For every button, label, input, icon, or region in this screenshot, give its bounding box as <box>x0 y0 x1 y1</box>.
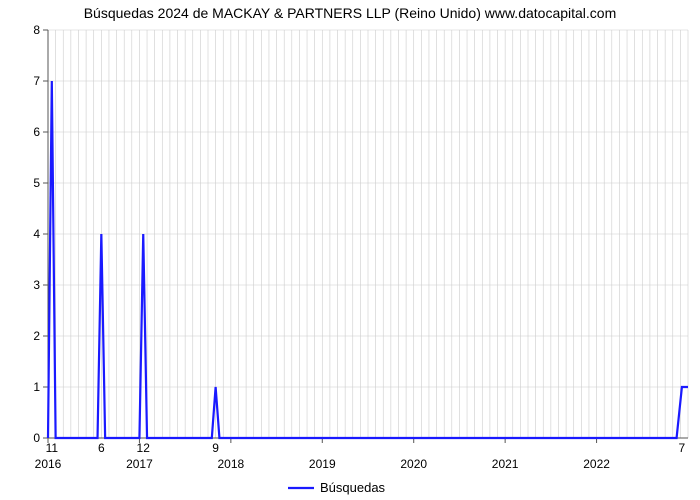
chart-title: Búsquedas 2024 de MACKAY & PARTNERS LLP … <box>84 5 617 21</box>
y-tick-label: 5 <box>33 176 40 190</box>
y-tick-label: 7 <box>33 74 40 88</box>
x-tick-label: 2018 <box>218 457 245 471</box>
y-tick-label: 4 <box>33 227 40 241</box>
x-tick-label: 2019 <box>309 457 336 471</box>
y-tick-label: 2 <box>33 329 40 343</box>
x-tick-label: 2016 <box>35 457 62 471</box>
data-value-label: 6 <box>98 441 105 455</box>
chart-container: Búsquedas 2024 de MACKAY & PARTNERS LLP … <box>0 0 700 500</box>
x-tick-label: 2021 <box>492 457 519 471</box>
x-tick-label: 2017 <box>126 457 153 471</box>
x-tick-label: 2020 <box>400 457 427 471</box>
y-tick-label: 8 <box>33 23 40 37</box>
x-tick-label: 2022 <box>583 457 610 471</box>
data-value-label: 11 <box>46 441 59 455</box>
y-tick-label: 6 <box>33 125 40 139</box>
y-tick-label: 1 <box>33 380 40 394</box>
y-tick-label: 3 <box>33 278 40 292</box>
y-tick-label: 0 <box>33 431 40 445</box>
data-value-label: 9 <box>212 441 219 455</box>
data-value-label: 12 <box>137 441 151 455</box>
data-value-label: 7 <box>679 441 686 455</box>
legend-label: Búsquedas <box>320 480 386 495</box>
line-chart: Búsquedas 2024 de MACKAY & PARTNERS LLP … <box>0 0 700 500</box>
